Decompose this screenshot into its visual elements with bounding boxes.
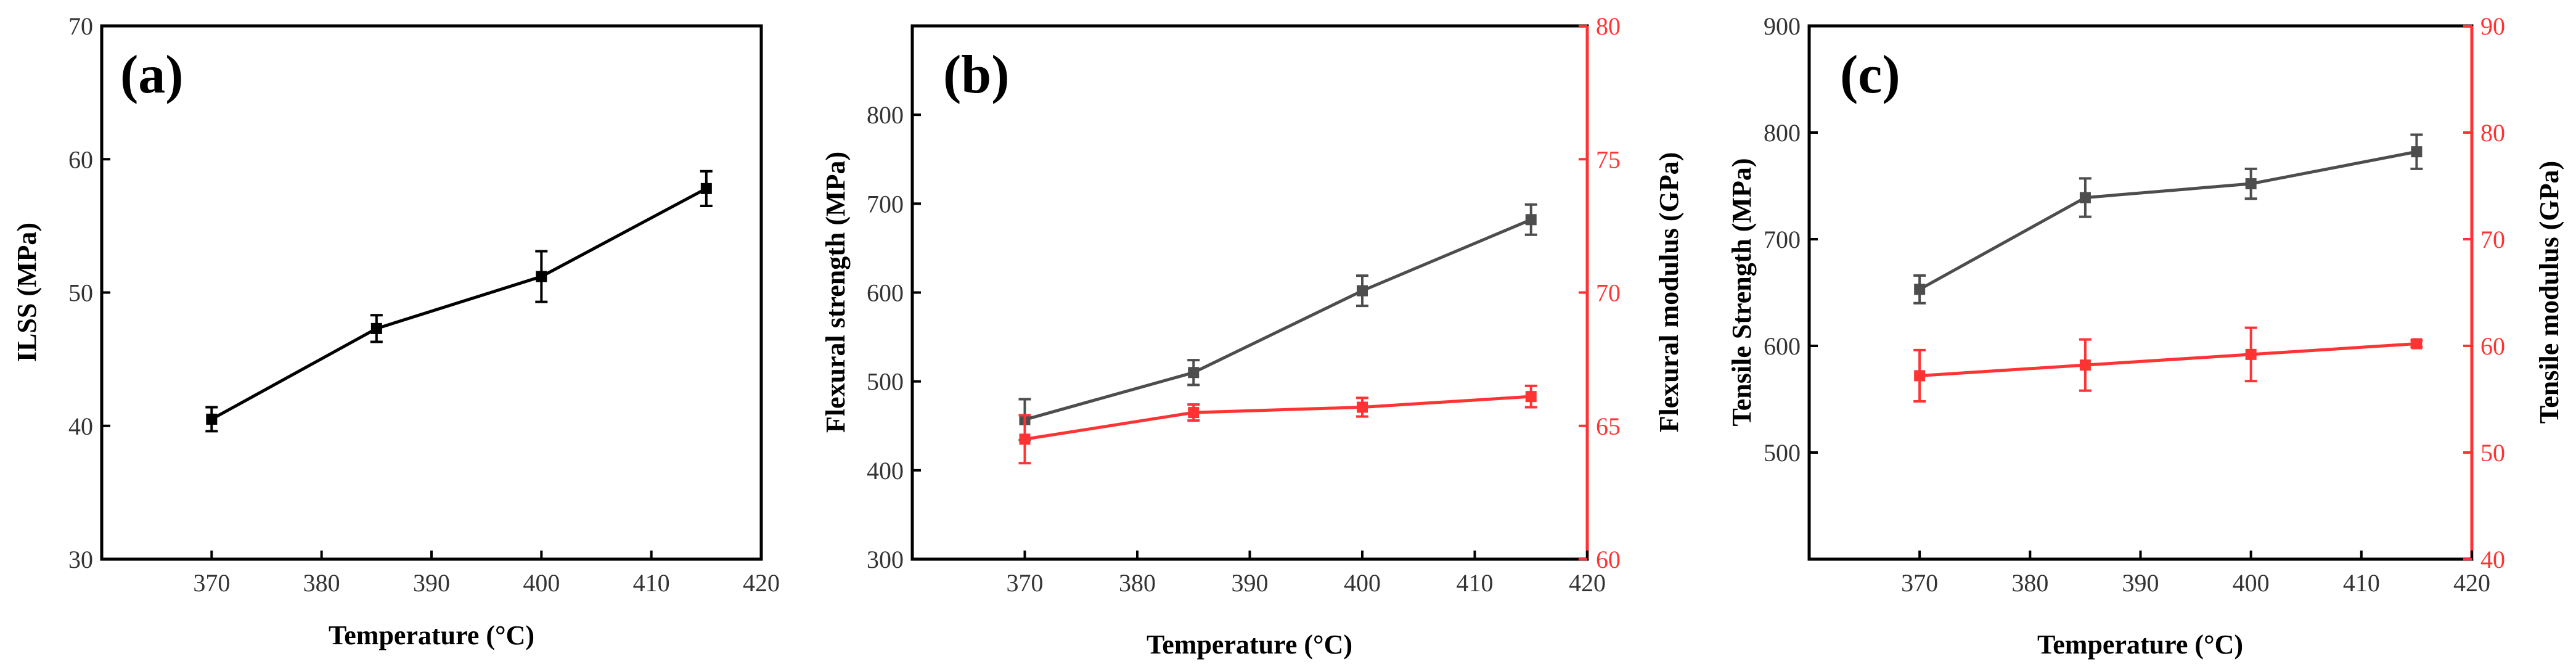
panel-b-series-line <box>1024 395 1531 441</box>
panel-b-ytick-right-label: 70 <box>1596 279 1621 307</box>
panel-b-ylabel: Flexural strength (MPa) <box>820 152 851 433</box>
panel-b-xtick-label: 390 <box>1232 569 1269 597</box>
panel-b-data-point <box>1525 391 1537 403</box>
panel-a-data-point <box>370 322 382 334</box>
panel-a-data-point <box>206 413 218 425</box>
panel-c-ytick-right-label: 50 <box>2480 439 2505 467</box>
panel-b-ytick-right-label: 65 <box>1596 412 1621 440</box>
panel-b-ytick-label: 300 <box>867 546 904 573</box>
panel-b-frame <box>910 24 1589 561</box>
panel-b-xtick-label: 380 <box>1119 569 1156 597</box>
panel-c-xlabel: Temperature (°C) <box>2037 629 2243 660</box>
panel-a-ticks: 370 380 390 400 410 420 30 40 50 60 70 <box>68 12 780 597</box>
panel-c-series-line <box>1918 150 2417 291</box>
panel-b-ytick-right-label: 75 <box>1596 145 1621 173</box>
panel-b-xtick-label: 410 <box>1457 569 1494 597</box>
panel-a-ytick-label: 40 <box>68 412 93 440</box>
panel-b-data-point <box>1525 214 1537 226</box>
panel-c-ytick-right-label: 60 <box>2480 332 2505 360</box>
panel-b-data-point <box>1019 433 1031 445</box>
panel-a-xtick-label: 390 <box>413 569 450 597</box>
panel-a-ylabel: ILSS (MPa) <box>12 223 42 362</box>
panel-c-ytick-label: 800 <box>1764 119 1801 147</box>
panel-b-data-point <box>1357 285 1368 297</box>
panel-b-series <box>1018 203 1537 465</box>
panel-c-series-line <box>1920 342 2417 377</box>
panel-c-xtick-label: 390 <box>2122 569 2159 597</box>
panel-c-xtick-label: 400 <box>2233 569 2270 597</box>
panel-a-xtick-label: 420 <box>743 569 780 597</box>
panel-c: (c) Temperature (°C) Tensile Strength (M… <box>1727 12 2564 660</box>
panel-a-xlabel: Temperature (°C) <box>329 620 534 650</box>
panel-a-ytick-label: 30 <box>68 546 93 573</box>
panel-a-xtick-label: 380 <box>303 569 340 597</box>
panel-c-ytick-right-label: 90 <box>2480 12 2505 40</box>
panel-c-xtick-label: 410 <box>2343 569 2380 597</box>
panel-c-ticks: 370 380 390 400 410 420 500 600 700 800 900 40 50 60 7… <box>1764 12 2505 597</box>
panel-c-ylabel-right: Tensile modulus (GPa) <box>2534 161 2564 424</box>
panel-b-ylabel-right: Flexural modulus (GPa) <box>1654 152 1684 433</box>
panel-c-data-point <box>2245 348 2257 360</box>
panel-a-series <box>205 170 713 433</box>
panel-c-data-point <box>1914 370 1926 382</box>
panel-c-xtick-label: 380 <box>2011 569 2048 597</box>
panel-b-series-line <box>1024 218 1532 422</box>
panel-c-ytick-label: 700 <box>1764 226 1801 253</box>
panel-a-xtick-label: 400 <box>523 569 560 597</box>
panel-a-data-point <box>536 271 547 282</box>
panel-a-data-point <box>700 182 712 194</box>
panel-b-data-point <box>1188 367 1200 379</box>
panel-a: (a) Temperature (°C) ILSS (MPa) 370 380 39… <box>12 12 780 650</box>
panel-b-ytick-right-label: 80 <box>1596 12 1621 40</box>
panel-b-ticks: 370 380 390 400 410 420 300 400 500 600 700 800 60 65… <box>867 12 1621 597</box>
panel-c-frame <box>1807 24 2474 561</box>
panel-a-frame <box>100 24 763 561</box>
panel-c-ytick-right-label: 70 <box>2480 226 2505 253</box>
panel-c-data-point <box>2411 338 2423 350</box>
panel-c-label: (c) <box>1840 45 1900 105</box>
panel-c-data-point <box>2079 359 2091 371</box>
panel-a-ytick-label: 50 <box>68 279 93 307</box>
panel-b-ytick-label: 600 <box>867 279 904 307</box>
panel-c-ytick-label: 600 <box>1764 332 1801 360</box>
panel-c-data-point <box>2079 192 2091 203</box>
panel-b-ytick-label: 500 <box>867 368 904 396</box>
panel-b-xlabel: Temperature (°C) <box>1147 629 1352 660</box>
panel-b-ytick-label: 400 <box>867 457 904 485</box>
panel-c-ytick-label: 500 <box>1764 439 1801 467</box>
panel-a-xtick-label: 410 <box>633 569 670 597</box>
panel-b-ytick-right-label: 60 <box>1596 546 1621 573</box>
panel-c-ytick-label: 900 <box>1764 12 1801 40</box>
panel-c-xtick-label: 370 <box>1901 569 1938 597</box>
panel-c-series <box>1913 133 2423 403</box>
panel-b-ytick-label: 800 <box>867 101 904 129</box>
panel-c-xtick-label: 420 <box>2453 569 2490 597</box>
panel-c-ytick-right-label: 40 <box>2480 546 2505 573</box>
panel-a-label: (a) <box>120 45 184 105</box>
panel-a-xtick-label: 370 <box>193 569 230 597</box>
panel-b: (b) Temperature (°C) Flexural strength (… <box>820 12 1684 660</box>
panel-c-ylabel: Tensile Strength (MPa) <box>1727 158 1757 426</box>
panel-b-xtick-label: 420 <box>1569 569 1606 597</box>
panel-b-label: (b) <box>943 45 1010 105</box>
panel-a-series-line <box>211 187 708 421</box>
panel-b-data-point <box>1188 407 1200 419</box>
panel-b-xtick-label: 370 <box>1007 569 1044 597</box>
panel-b-ytick-label: 700 <box>867 190 904 218</box>
panel-c-ytick-right-label: 80 <box>2480 119 2505 147</box>
panel-c-data-point <box>2245 178 2257 190</box>
panel-c-data-point <box>2411 146 2423 158</box>
panel-a-ytick-label: 60 <box>68 145 93 173</box>
panel-b-data-point <box>1357 401 1368 413</box>
panel-b-xtick-label: 400 <box>1344 569 1381 597</box>
panel-c-data-point <box>1914 284 1926 295</box>
panel-a-ytick-label: 70 <box>68 12 93 40</box>
